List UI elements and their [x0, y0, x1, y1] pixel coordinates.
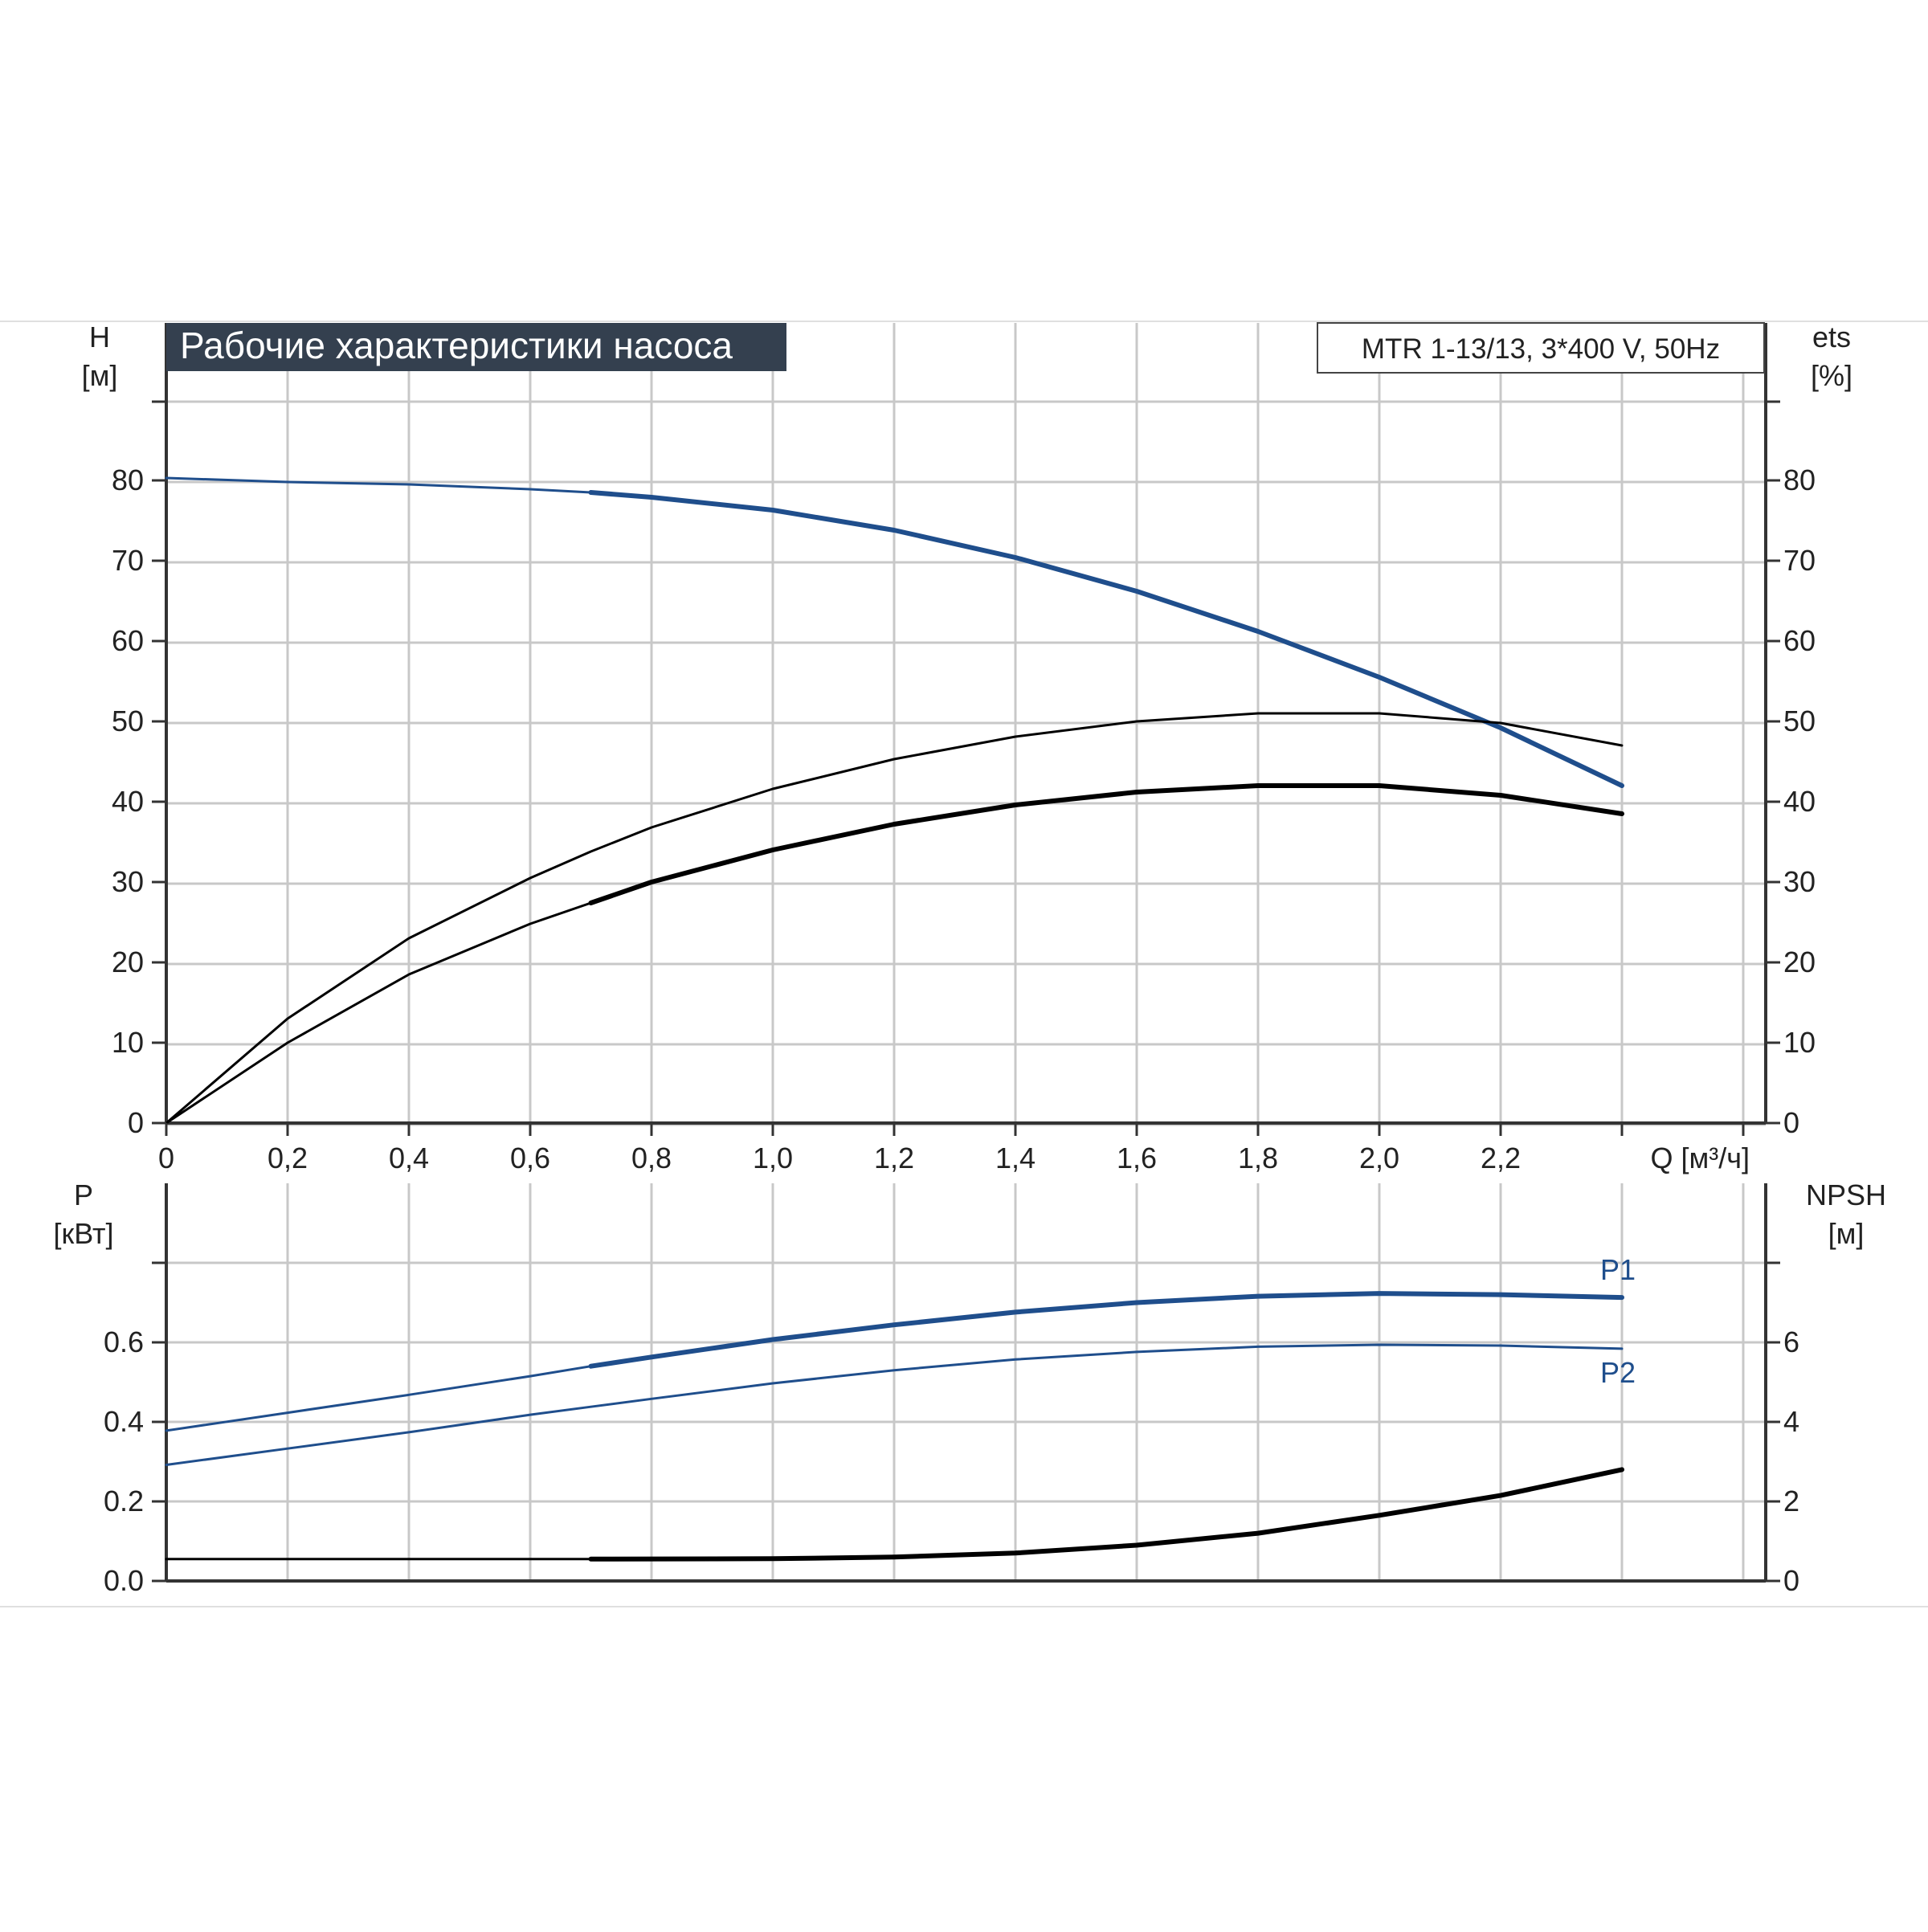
x-tick-label: 1,2 — [874, 1142, 914, 1174]
y-tick-label-right: 4 — [1783, 1405, 1799, 1438]
x-tick-label: 0,8 — [631, 1142, 672, 1174]
title-box — [166, 323, 786, 371]
y-tick-label-right: 30 — [1783, 865, 1816, 898]
y-tick-label-left: 60 — [112, 624, 144, 657]
x-tick-label: 0,6 — [510, 1142, 550, 1174]
y-axis-unit-right: [м] — [1828, 1217, 1865, 1250]
series-P2-line — [165, 1343, 1624, 1466]
x-axis-label: Q [м³/ч] — [1650, 1142, 1750, 1174]
series-label-P2: P2 — [1600, 1356, 1636, 1389]
x-tick-label: 0 — [158, 1142, 174, 1174]
y-tick-label-right: 50 — [1783, 705, 1816, 737]
y-tick-label-right: 60 — [1783, 624, 1816, 657]
y-tick-label-left: 0.2 — [104, 1485, 144, 1517]
x-tick-label: 1,8 — [1238, 1142, 1278, 1174]
series-H-bold-line — [588, 490, 1624, 788]
y-tick-label-right: 6 — [1783, 1325, 1799, 1358]
y-tick-label-right: 0 — [1783, 1564, 1799, 1597]
series-NPSH-bold-line — [588, 1467, 1624, 1562]
y-tick-label-right: 10 — [1783, 1026, 1816, 1059]
y-tick-label-left: 10 — [112, 1026, 144, 1059]
y-tick-label-left: 20 — [112, 946, 144, 978]
x-tick-label: 0,2 — [268, 1142, 308, 1174]
series-eta_p-bold-line — [588, 783, 1624, 905]
x-tick-label: 1,0 — [753, 1142, 793, 1174]
y-tick-label-right: 2 — [1783, 1485, 1799, 1517]
y-axis-unit-left: [м] — [82, 359, 118, 392]
series-label-P1: P1 — [1600, 1253, 1636, 1286]
model-label: MTR 1-13/13, 3*400 V, 50Hz — [1362, 333, 1720, 365]
page-title: Рабочие характеристики насоса — [180, 325, 733, 366]
y-tick-label-right: 70 — [1783, 544, 1816, 577]
x-tick-label: 1,4 — [995, 1142, 1035, 1174]
y-tick-label-left: 40 — [112, 785, 144, 818]
y-tick-label-left: 30 — [112, 865, 144, 898]
y-axis-title-left: P — [74, 1178, 93, 1211]
x-tick-label: 2,2 — [1481, 1142, 1521, 1174]
series-P1-bold-line — [588, 1291, 1624, 1369]
chart-axes — [165, 323, 1767, 1583]
series-H-line — [165, 476, 592, 494]
series-eta-line — [165, 712, 1624, 1125]
y-tick-label-left: 80 — [112, 464, 144, 496]
y-axis-title-right: ets — [1812, 321, 1851, 353]
x-tick-label: 2,0 — [1359, 1142, 1399, 1174]
y-axis-title-right: NPSH — [1806, 1178, 1886, 1211]
y-tick-label-left: 0 — [128, 1106, 144, 1139]
y-axis-unit-right: [%] — [1811, 359, 1852, 392]
x-tick-label: 1,6 — [1117, 1142, 1157, 1174]
y-tick-label-right: 20 — [1783, 946, 1816, 978]
y-tick-label-left: 0.4 — [104, 1405, 144, 1438]
x-tick-label: 0,4 — [389, 1142, 429, 1174]
y-axis-unit-left: [кВт] — [53, 1217, 113, 1250]
chart-series: P1 P2 — [165, 476, 1636, 1562]
y-tick-label-right: 0 — [1783, 1106, 1799, 1139]
y-tick-label-left: 0.0 — [104, 1564, 144, 1597]
y-tick-label-left: 50 — [112, 705, 144, 737]
series-P1-line — [165, 1365, 592, 1432]
y-axis-title-left: H — [89, 321, 110, 353]
y-tick-label-right: 80 — [1783, 464, 1816, 496]
y-tick-label-right: 40 — [1783, 785, 1816, 818]
y-tick-label-left: 0.6 — [104, 1325, 144, 1358]
series-eta_p-line — [165, 901, 592, 1125]
model-box — [1317, 322, 1765, 374]
y-tick-label-left: 70 — [112, 544, 144, 577]
